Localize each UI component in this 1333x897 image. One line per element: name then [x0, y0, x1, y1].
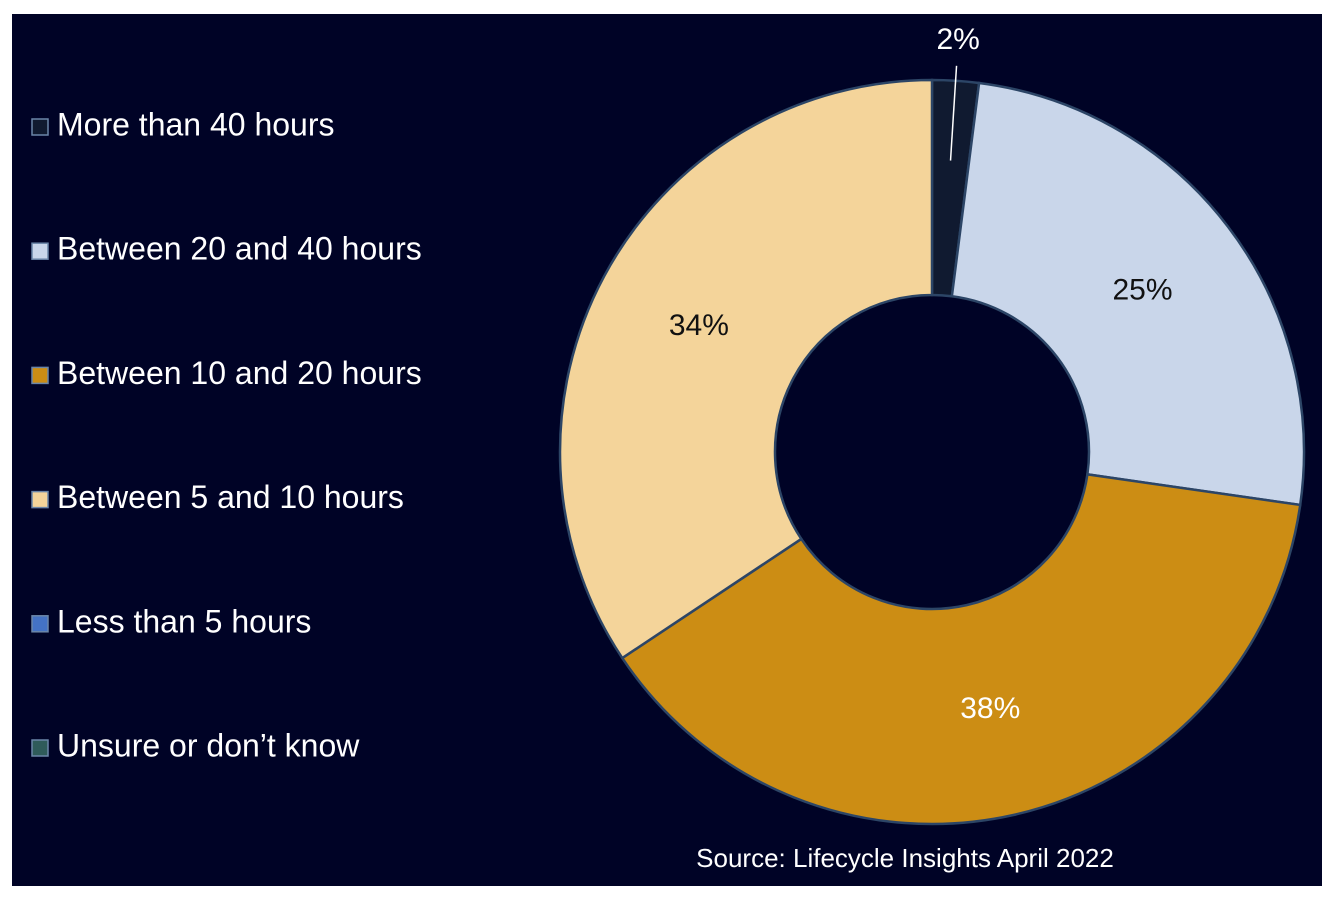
legend-swatch: [31, 118, 49, 136]
legend-swatch: [31, 366, 49, 385]
legend-label: Less than 5 hours: [57, 603, 311, 639]
legend-swatch: [31, 242, 49, 260]
legend-label: Between 10 and 20 hours: [57, 355, 422, 391]
legend-swatch: [31, 615, 49, 633]
data-label: 2%: [936, 23, 979, 56]
legend-swatch: [31, 739, 49, 757]
legend-label: Unsure or don’t know: [57, 727, 360, 763]
leader-line: [949, 65, 958, 161]
source-note: Source: Lifecycle Insights April 2022: [696, 843, 1114, 873]
donut-slice: [558, 78, 934, 660]
legend-swatch: [31, 490, 49, 509]
legend-label: More than 40 hours: [57, 106, 335, 142]
donut-slice: [950, 81, 1306, 507]
data-label: 25%: [1112, 274, 1172, 307]
legend-label: Between 5 and 10 hours: [57, 479, 404, 515]
data-label: 38%: [960, 692, 1020, 725]
data-label: 34%: [669, 309, 729, 342]
donut-slice: [620, 472, 1302, 826]
legend-label: Between 20 and 40 hours: [57, 231, 422, 267]
